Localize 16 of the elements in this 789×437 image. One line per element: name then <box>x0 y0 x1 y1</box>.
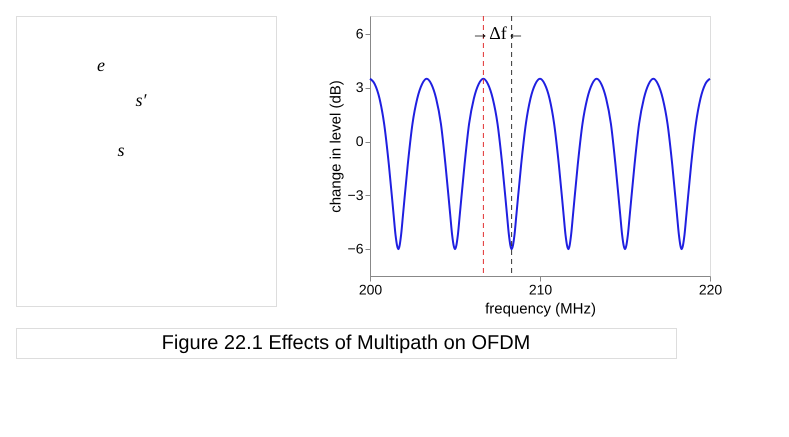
text: e <box>97 55 105 75</box>
x-tick-label: 200 <box>358 282 382 298</box>
annotation: →Δf← <box>471 23 525 43</box>
y-tick-label: 6 <box>356 25 364 42</box>
line-series <box>369 78 711 250</box>
y-axis-title: change in level (dB) <box>328 80 345 213</box>
text: s <box>117 140 125 160</box>
x-axis-title: frequency (MHz) <box>485 300 596 318</box>
caption: Figure 22.1 Effects of Multipath on OFDM <box>162 332 530 354</box>
text: s′ <box>136 90 148 110</box>
x-tick-label: 220 <box>698 282 722 298</box>
y-tick-label: −3 <box>348 186 364 203</box>
x-tick-label: 210 <box>528 282 552 298</box>
y-tick-label: −6 <box>348 240 364 257</box>
y-tick-label: 0 <box>356 133 364 150</box>
y-tick-label: 3 <box>356 79 364 96</box>
